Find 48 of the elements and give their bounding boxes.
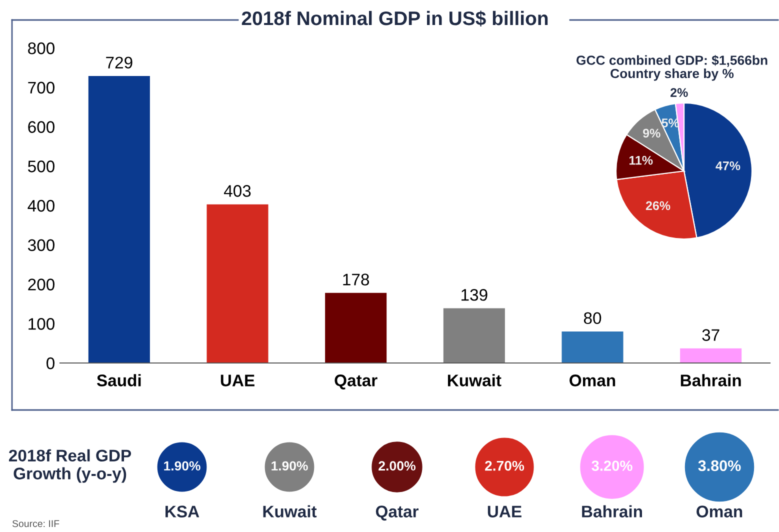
y-tick-label: 700 [28,82,54,94]
category-label: Qatar [376,506,419,521]
category-label: Kuwait [263,505,317,518]
x-tick-label: Qatar [334,374,378,390]
bar [325,292,387,363]
data-label: 2.70% [485,460,524,471]
source-note: Source: IIF [12,520,60,528]
chart-title: GCC combined GDP: $1,566bn Country share by % [576,54,768,81]
text: 2018f Real GDP Growth (y-o-y) [8,449,132,483]
data-label: 80 [584,312,602,324]
bar [443,308,505,363]
data-label: 729 [106,56,132,68]
x-tick-label: Saudi [96,374,141,386]
category-label: Oman [696,506,742,518]
y-tick-label: 300 [28,239,54,252]
bar [206,204,268,363]
bar [88,76,150,363]
category-label: UAE [488,506,522,518]
bar [680,348,742,363]
data-label: 2% [670,88,688,97]
data-label: 403 [224,185,251,197]
data-label: 3.80% [698,460,741,472]
y-tick-label: 600 [28,121,54,133]
data-label: 37 [702,329,720,341]
data-label: 3.20% [592,460,632,471]
chart-title: 2018f Nominal GDP in US$ billion [242,10,548,26]
data-label: 1.90% [164,461,200,471]
data-label: 26% [646,201,670,210]
data-label: 11% [629,156,653,165]
x-tick-label: UAE [220,374,254,386]
data-label: 139 [462,289,488,301]
y-tick-label: 200 [28,278,54,290]
y-tick-label: 800 [28,42,54,54]
data-label: 9% [643,128,660,138]
x-tick-label: Oman [570,374,616,386]
y-tick-label: 500 [28,160,54,172]
x-tick-label: Bahrain [680,374,741,386]
data-label: 178 [343,274,370,286]
data-label: 2.00% [378,461,416,471]
data-label: 47% [716,161,740,170]
y-tick-label: 0 [46,357,54,370]
y-tick-label: 100 [28,318,54,330]
x-tick-label: Kuwait [448,374,502,386]
y-tick-label: 400 [28,200,54,212]
category-label: Bahrain [582,505,642,518]
data-label: 1.90% [272,461,308,471]
bar [562,332,624,363]
category-label: KSA [166,506,200,518]
